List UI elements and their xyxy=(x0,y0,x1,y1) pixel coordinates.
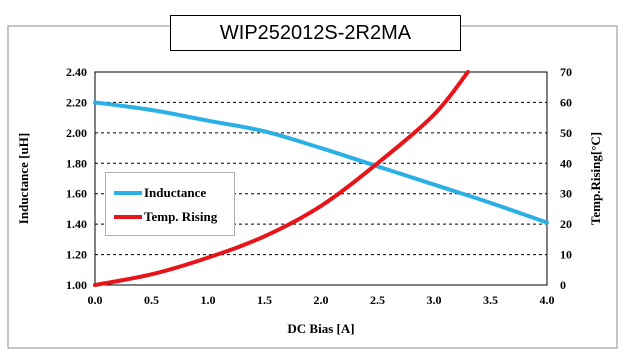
y-tick-label: 1.00 xyxy=(66,278,87,292)
legend: Inductance Temp. Rising xyxy=(105,172,235,236)
y-tick-label: 1.80 xyxy=(66,156,87,170)
y-tick-label: 2.00 xyxy=(66,126,87,140)
series-line-inductance xyxy=(93,100,549,225)
legend-swatch-inductance xyxy=(114,191,142,195)
y-tick-label: 1.20 xyxy=(66,248,87,262)
chart-title: WIP252012S-2R2MA xyxy=(170,15,461,51)
y2-tick-label: 20 xyxy=(560,217,572,231)
y2-tick-label: 30 xyxy=(560,187,572,201)
y2-tick-label: 60 xyxy=(560,95,572,109)
y-axis-label: Inductance [uH] xyxy=(16,133,31,224)
y2-tick-label: 10 xyxy=(560,248,572,262)
x-tick-label: 4.0 xyxy=(540,293,555,307)
y2-tick-label: 40 xyxy=(560,156,572,170)
x-tick-label: 1.0 xyxy=(201,293,216,307)
y2-tick-label: 50 xyxy=(560,126,572,140)
x-tick-label: 0.5 xyxy=(144,293,159,307)
y-tick-label: 2.40 xyxy=(66,65,87,79)
y2-axis-label: Temp.Rising[°C] xyxy=(588,132,603,225)
x-tick-label: 3.5 xyxy=(483,293,498,307)
legend-label-temp-rising: Temp. Rising xyxy=(144,209,218,224)
tick-labels: 1.00 1.20 1.40 1.60 1.80 2.00 2.20 2.40 0 10 20 30 4… xyxy=(66,65,572,307)
legend-item-temp-rising: Temp. Rising xyxy=(114,207,217,227)
y-tick-label: 1.60 xyxy=(66,187,87,201)
legend-swatch-temp-rising xyxy=(114,215,142,219)
x-tick-label: 2.5 xyxy=(370,293,385,307)
legend-label-inductance: Inductance xyxy=(144,185,207,200)
y-tick-label: 2.20 xyxy=(66,95,87,109)
series-line-temp-rising xyxy=(93,70,470,287)
legend-item-inductance: Inductance xyxy=(114,183,206,203)
y2-tick-label: 0 xyxy=(560,278,566,292)
y-tick-label: 1.40 xyxy=(66,217,87,231)
x-axis-label: DC Bias [A] xyxy=(287,321,354,336)
x-tick-label: 0.0 xyxy=(88,293,103,307)
x-tick-label: 3.0 xyxy=(427,293,442,307)
x-tick-label: 2.0 xyxy=(314,293,329,307)
plot-frame xyxy=(94,71,548,286)
x-tick-label: 1.5 xyxy=(257,293,272,307)
y2-tick-label: 70 xyxy=(560,65,572,79)
series-lines xyxy=(93,70,549,287)
